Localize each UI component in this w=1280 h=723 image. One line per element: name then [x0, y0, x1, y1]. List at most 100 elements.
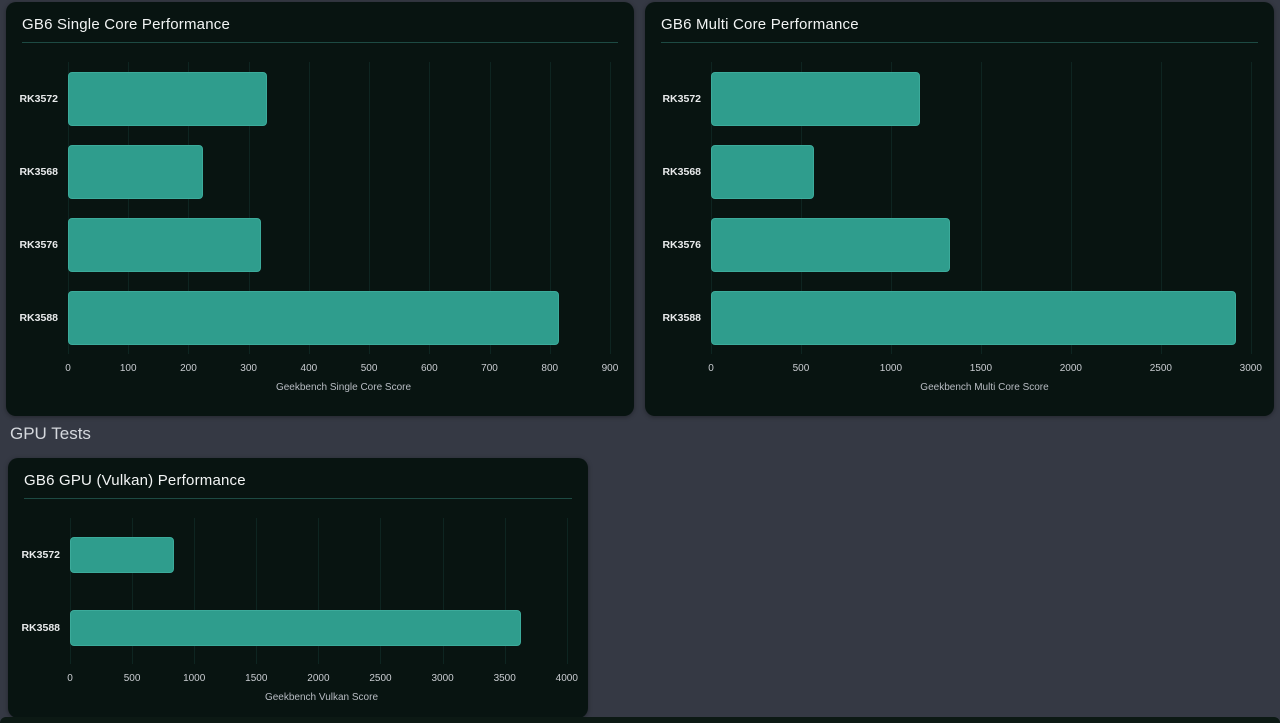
- next-card-edge: [0, 717, 1280, 723]
- x-tick-label: 400: [300, 363, 318, 374]
- bar-row: RK3568: [19, 135, 619, 208]
- chart-title: GB6 Multi Core Performance: [661, 16, 859, 33]
- plot-area: RK3572 RK3588: [21, 518, 573, 664]
- gridline: [1250, 62, 1252, 354]
- bar[interactable]: [70, 609, 521, 646]
- bar-row: RK3588: [19, 281, 619, 354]
- bar-row: RK3572: [662, 62, 1258, 135]
- section-heading: GPU Tests: [10, 424, 91, 443]
- gridline: [442, 518, 444, 664]
- gridline: [489, 62, 491, 354]
- x-axis: 0 100 200 300 400 500 600 700 800 900: [65, 363, 619, 375]
- bar[interactable]: [711, 144, 814, 199]
- bar[interactable]: [68, 71, 267, 126]
- bar-row: RK3576: [19, 208, 619, 281]
- bar[interactable]: [68, 144, 204, 199]
- x-tick-label: 1000: [879, 363, 903, 374]
- gridline: [609, 62, 611, 354]
- category-label: RK3572: [19, 92, 58, 105]
- bar-row: RK3588: [662, 281, 1258, 354]
- gridline: [429, 62, 431, 354]
- x-axis: 0 500 1000 1500 2000 2500 3000: [708, 363, 1262, 375]
- category-label: RK3588: [19, 311, 58, 324]
- x-tick-label: 1500: [969, 363, 993, 374]
- gridline: [194, 518, 196, 664]
- gridline: [318, 518, 320, 664]
- x-axis-title: Geekbench Vulkan Score: [264, 692, 379, 703]
- chart-title: GB6 GPU (Vulkan) Performance: [24, 472, 246, 489]
- gridline: [68, 62, 69, 354]
- gridline: [369, 62, 371, 354]
- bar[interactable]: [711, 71, 920, 126]
- gridline: [980, 62, 982, 354]
- bar-row: RK3588: [21, 591, 573, 664]
- bar-row: RK3572: [21, 518, 573, 591]
- x-tick-label: 200: [180, 363, 197, 374]
- x-tick-label: 800: [541, 363, 559, 374]
- gridline: [70, 518, 71, 664]
- plot-area: RK3572 RK3568 RK3576 RK3588: [662, 62, 1258, 354]
- x-axis-title: Geekbench Multi Core Score: [920, 382, 1049, 393]
- x-axis-title: Geekbench Single Core Score: [275, 382, 412, 393]
- x-tick-label: 0: [65, 363, 71, 374]
- x-tick-label: 4000: [555, 673, 578, 684]
- x-tick-label: 0: [708, 363, 714, 374]
- x-tick-label: 500: [792, 363, 810, 374]
- plot-area: RK3572 RK3568 RK3576 RK3588: [19, 62, 619, 354]
- bar[interactable]: [70, 536, 175, 573]
- x-axis: 0 500 1000 1500 2000 2500 3000 3500 4000: [67, 673, 578, 685]
- x-tick-label: 900: [601, 363, 619, 374]
- bar-row: RK3576: [662, 208, 1258, 281]
- category-label: RK3568: [662, 165, 701, 178]
- title-divider: [22, 42, 618, 43]
- gridline: [800, 62, 802, 354]
- title-divider: [661, 42, 1258, 43]
- bar[interactable]: [68, 217, 261, 272]
- category-label: RK3568: [19, 165, 58, 178]
- category-label: RK3572: [662, 92, 701, 105]
- bar-row: RK3572: [19, 62, 619, 135]
- bar[interactable]: [711, 217, 951, 272]
- bar[interactable]: [711, 290, 1237, 345]
- gridline: [380, 518, 382, 664]
- x-tick-label: 500: [360, 363, 378, 374]
- gridline: [566, 518, 568, 664]
- title-divider: [24, 498, 572, 499]
- x-tick-label: 0: [67, 673, 73, 684]
- category-label: RK3588: [21, 621, 60, 634]
- x-tick-label: 3000: [431, 673, 454, 684]
- category-label: RK3572: [21, 548, 60, 561]
- x-tick-label: 1000: [183, 673, 206, 684]
- gridline: [504, 518, 506, 664]
- x-tick-label: 2500: [1149, 363, 1172, 374]
- gridline: [1070, 62, 1072, 354]
- x-tick-label: 2500: [369, 673, 392, 684]
- gridline: [1160, 62, 1162, 354]
- x-tick-label: 2000: [307, 673, 330, 684]
- bar[interactable]: [68, 290, 559, 345]
- gridline: [308, 62, 310, 354]
- x-tick-label: 1500: [245, 673, 268, 684]
- category-label: RK3588: [662, 311, 701, 324]
- gridline: [549, 62, 551, 354]
- x-tick-label: 3000: [1239, 363, 1262, 374]
- x-tick-label: 600: [420, 363, 438, 374]
- gridline: [132, 518, 134, 664]
- gridline: [128, 62, 130, 354]
- x-tick-label: 300: [240, 363, 257, 374]
- gridline: [711, 62, 712, 354]
- category-label: RK3576: [19, 238, 58, 251]
- category-label: RK3576: [662, 238, 701, 251]
- gridline: [256, 518, 258, 664]
- x-tick-label: 700: [481, 363, 498, 374]
- multi-core-chart-card: GB6 Multi Core Performance RK3572 RK3568 R…: [645, 2, 1274, 416]
- gridline: [188, 62, 190, 354]
- single-core-chart-card: GB6 Single Core Performance RK3572 RK3568…: [6, 2, 634, 416]
- x-tick-label: 3500: [493, 673, 516, 684]
- bar-row: RK3568: [662, 135, 1258, 208]
- x-tick-label: 2000: [1059, 363, 1082, 374]
- gpu-vulkan-chart-card: GB6 GPU (Vulkan) Performance RK3572 RK358…: [8, 458, 588, 718]
- x-tick-label: 500: [123, 673, 141, 684]
- x-tick-label: 100: [119, 363, 137, 374]
- gridline: [248, 62, 250, 354]
